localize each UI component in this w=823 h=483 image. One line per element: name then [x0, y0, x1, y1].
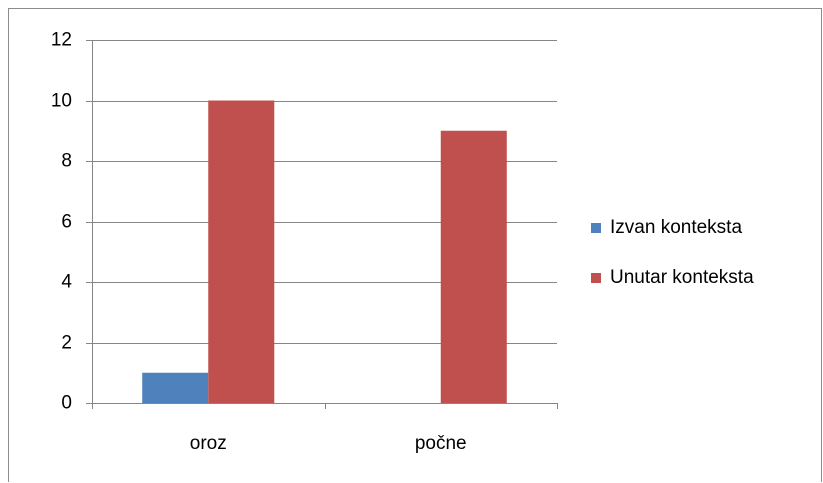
legend-swatch: [591, 223, 601, 233]
y-tick-label: 0: [61, 393, 72, 414]
y-tick-label: 4: [61, 272, 72, 293]
legend-label: Izvan konteksta: [610, 217, 742, 238]
chart-frame: [8, 8, 822, 482]
x-tick-label: oroz: [190, 433, 227, 454]
y-tick-label: 6: [61, 212, 72, 233]
bar: [440, 130, 507, 403]
y-tick-label: 10: [51, 91, 72, 112]
bar: [142, 372, 209, 403]
y-tick-label: 2: [61, 333, 72, 354]
x-tick-label: počne: [415, 433, 467, 454]
legend-swatch: [591, 273, 601, 283]
legend-label: Unutar konteksta: [610, 267, 754, 288]
y-tick-label: 8: [61, 151, 72, 172]
y-tick-label: 12: [51, 30, 72, 51]
bar: [208, 100, 275, 403]
